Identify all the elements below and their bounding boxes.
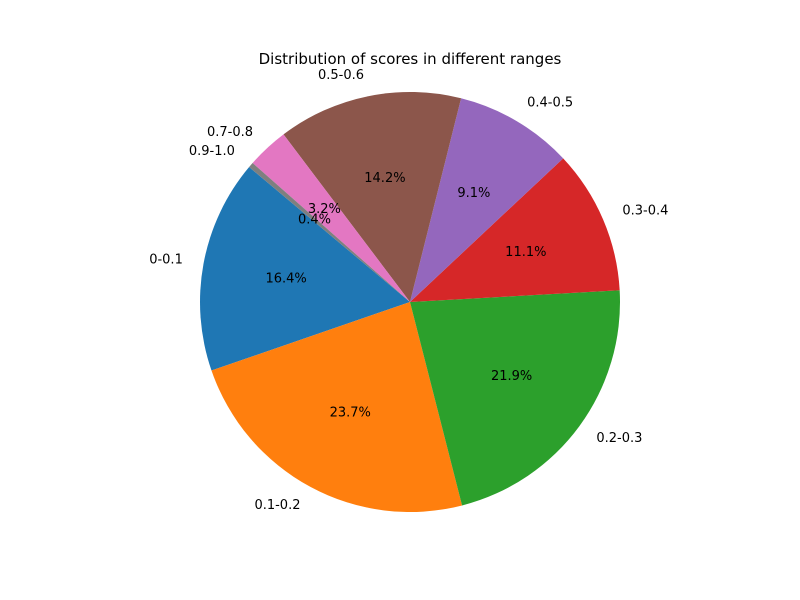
pie-slice-0.2-0.3 <box>410 290 620 506</box>
slice-label-0.2-0.3: 0.2-0.3 <box>596 431 642 446</box>
slice-percent-0.5-0.6: 14.2% <box>364 171 405 186</box>
slice-percent-0.1-0.2: 23.7% <box>330 405 371 420</box>
slice-percent-0.4-0.5: 9.1% <box>457 186 490 201</box>
slice-label-0.5-0.6: 0.5-0.6 <box>318 68 364 83</box>
pie-labels: 0-0.1 16.4% 0.1-0.2 23.7% 0.2-0.3 21.9% 0.3-0.… <box>149 68 668 513</box>
chart-title: Distribution of scores in different rang… <box>259 50 562 68</box>
slice-label-0.9-1.0: 0.9-1.0 <box>189 144 235 159</box>
slice-label-0.7-0.8: 0.7-0.8 <box>207 125 253 140</box>
slice-percent-0.3-0.4: 11.1% <box>505 245 546 260</box>
slice-label-0.1-0.2: 0.1-0.2 <box>254 498 300 513</box>
pie-slice-0.7-0.8 <box>252 134 410 302</box>
slice-percent-0.7-0.8: 3.2% <box>308 202 341 217</box>
slice-label-0-0.1: 0-0.1 <box>149 252 183 267</box>
pie-slice-0.1-0.2 <box>211 302 463 512</box>
pie-slice-0.4-0.5 <box>410 98 564 303</box>
pie-slices <box>200 91 620 512</box>
slice-percent-0-0.1: 16.4% <box>265 272 306 287</box>
pie-slice-0.5-0.6 <box>283 91 462 302</box>
pie-slice-0.9-1.0 <box>249 163 410 302</box>
slice-label-0.4-0.5: 0.4-0.5 <box>527 95 573 110</box>
pie-slice-0.3-0.4 <box>410 158 620 302</box>
slice-percent-0.2-0.3: 21.9% <box>491 369 532 384</box>
pie-slice-0-0.1 <box>200 167 410 371</box>
slice-label-0.3-0.4: 0.3-0.4 <box>622 204 668 219</box>
slice-percent-0.9-1.0: 0.4% <box>298 212 331 227</box>
